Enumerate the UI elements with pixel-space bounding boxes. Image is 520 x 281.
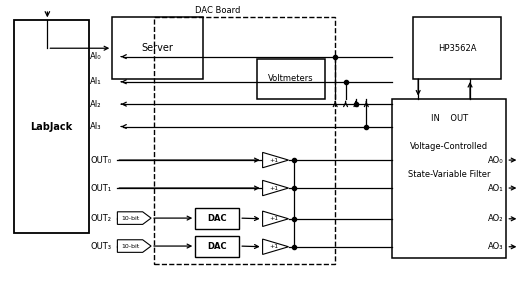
Polygon shape <box>118 212 151 225</box>
Bar <box>14 20 89 233</box>
Bar <box>392 99 506 258</box>
Bar <box>195 208 239 228</box>
Bar <box>413 17 501 79</box>
Text: 10-bit: 10-bit <box>121 244 139 249</box>
Text: DAC: DAC <box>207 242 227 251</box>
Text: AO₁: AO₁ <box>488 183 504 192</box>
Text: OUT₂: OUT₂ <box>90 214 111 223</box>
Text: OUT₁: OUT₁ <box>90 183 111 192</box>
Polygon shape <box>263 152 289 168</box>
Bar <box>112 17 203 79</box>
Text: IN    OUT: IN OUT <box>431 114 468 123</box>
Text: +1: +1 <box>270 216 279 221</box>
Text: AO₀: AO₀ <box>488 156 504 165</box>
Text: OUT₃: OUT₃ <box>90 242 111 251</box>
Text: +1: +1 <box>270 244 279 249</box>
Text: AI₁: AI₁ <box>90 77 102 86</box>
Text: +1: +1 <box>270 158 279 163</box>
Polygon shape <box>263 211 289 226</box>
Text: AI₀: AI₀ <box>90 52 102 61</box>
Text: DAC: DAC <box>207 214 227 223</box>
Text: State-Variable Filter: State-Variable Filter <box>408 169 490 178</box>
Text: AO₃: AO₃ <box>488 242 504 251</box>
Text: +1: +1 <box>270 185 279 191</box>
Text: Voltage-Controlled: Voltage-Controlled <box>410 142 488 151</box>
Text: Voltmeters: Voltmeters <box>268 74 314 83</box>
Text: AI₃: AI₃ <box>90 122 102 131</box>
Text: LabJack: LabJack <box>30 121 72 132</box>
Bar <box>195 235 239 257</box>
Polygon shape <box>263 239 289 254</box>
Text: HP3562A: HP3562A <box>438 44 476 53</box>
Polygon shape <box>263 180 289 196</box>
Text: 10-bit: 10-bit <box>121 216 139 221</box>
Bar <box>257 59 325 99</box>
Text: DAC Board: DAC Board <box>194 6 240 15</box>
Text: OUT₀: OUT₀ <box>90 156 111 165</box>
Text: Server: Server <box>141 43 174 53</box>
Text: AI₂: AI₂ <box>90 100 102 109</box>
Text: AO₂: AO₂ <box>488 214 504 223</box>
Bar <box>154 17 335 264</box>
Polygon shape <box>118 240 151 252</box>
